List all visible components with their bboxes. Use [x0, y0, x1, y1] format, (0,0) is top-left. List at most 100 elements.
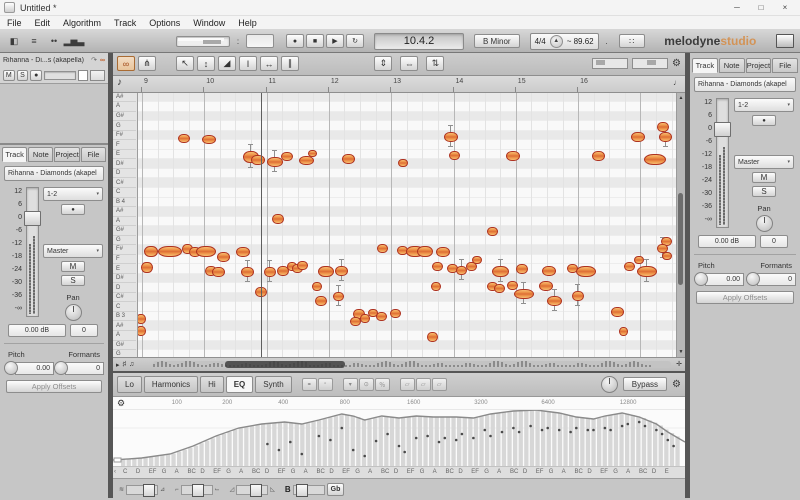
note-blob[interactable] [138, 313, 146, 324]
editor-options-gear-icon[interactable]: ⚙ [672, 58, 681, 70]
vertical-scrollbar[interactable]: ▲ ▼ [676, 92, 685, 358]
snap-settings-button[interactable]: ∷ [618, 34, 645, 48]
note-blob[interactable] [241, 266, 254, 277]
bar-ruler[interactable]: ♪ ♩ 9 10 11 12 13 14 15 16 [113, 75, 685, 93]
eq-tab-lo[interactable]: Lo [117, 375, 142, 393]
minimize-button[interactable]: ─ [734, 3, 740, 12]
menu-item-help[interactable]: Help [238, 17, 257, 28]
panel-toggle-icon[interactable] [776, 34, 794, 48]
note-blob[interactable] [631, 131, 645, 142]
note-blob[interactable] [444, 131, 458, 142]
pan-knob[interactable] [64, 304, 82, 321]
note-blob[interactable] [576, 265, 596, 277]
note-blob[interactable] [514, 288, 534, 299]
eq-tab-hi[interactable]: Hi [200, 375, 224, 393]
mini-checkbox[interactable] [77, 69, 88, 81]
eq-spectrum-svg[interactable] [112, 409, 686, 466]
note-blob[interactable] [572, 290, 584, 301]
volume-value[interactable]: 0.00 dB [8, 324, 66, 337]
fader-thumb[interactable] [24, 211, 41, 226]
solo-button[interactable]: S [61, 275, 85, 286]
vertical-scroll-thumb[interactable] [678, 192, 683, 285]
scroll-left-icon[interactable]: ‹ [114, 468, 116, 475]
mixer-icon[interactable]: ▂▅▃ [63, 35, 85, 46]
record-arm-button[interactable]: ● [61, 204, 85, 215]
note-blob[interactable] [272, 213, 284, 224]
metronome-icon[interactable]: ▲ [549, 34, 563, 48]
quantize-time-macro-button[interactable]: ⇔ [400, 56, 419, 72]
note-blob[interactable] [494, 283, 505, 293]
pitch-drift-tool-button[interactable]: ◢ [218, 56, 236, 72]
volume-fader[interactable] [714, 96, 731, 228]
bypass-button[interactable]: Bypass [622, 377, 668, 392]
pan-value[interactable]: 0 [70, 324, 98, 337]
separate-notes-macro-button[interactable]: ⇅ [426, 56, 445, 72]
monitor-mode-box[interactable] [246, 34, 274, 48]
note-editor-icon[interactable]: •• [50, 36, 58, 46]
clef-icon[interactable]: ♪ [117, 76, 122, 88]
output-select[interactable]: Master ▾ [734, 155, 794, 169]
note-blob[interactable] [456, 265, 467, 275]
note-blob[interactable] [449, 150, 460, 160]
note-blob[interactable] [281, 151, 293, 161]
apply-offsets-button[interactable]: Apply Offsets [6, 380, 102, 393]
eq-tab-eq[interactable]: EQ [225, 375, 254, 393]
eq-tool-button[interactable]: ▱ [431, 377, 447, 391]
mini-record-button[interactable]: ● [30, 69, 43, 81]
note-blob[interactable] [487, 226, 498, 236]
play-button[interactable]: ▶ [326, 34, 344, 48]
note-blob[interactable] [202, 134, 216, 144]
eq-tool-button[interactable]: ⊙ [358, 377, 374, 391]
arrow-tool-button[interactable]: ↖ [176, 56, 194, 72]
tempo-value[interactable]: ~ 89.62 [566, 36, 594, 46]
tab-track[interactable]: Track [692, 58, 718, 73]
note-blob[interactable] [267, 156, 283, 167]
note-blob[interactable] [542, 265, 556, 276]
maximize-button[interactable]: □ [758, 3, 764, 12]
scroll-down-icon[interactable]: ▼ [678, 349, 684, 356]
note-blob[interactable] [196, 245, 216, 257]
tab-project[interactable]: Project [54, 147, 80, 162]
eq-tool-button[interactable]: ▫ [317, 377, 333, 391]
tab-note[interactable]: Note [718, 58, 745, 73]
solo-button[interactable]: S [752, 186, 776, 197]
overview-notes-icon[interactable]: ♫ [129, 360, 135, 368]
eq-key-group[interactable]: B Gb [285, 483, 345, 497]
note-blob[interactable] [492, 265, 509, 277]
mini-mute-button[interactable]: M [3, 69, 15, 81]
note-blob[interactable] [472, 255, 482, 264]
track-selector[interactable]: Rihanna - Diamonds (akapel [4, 166, 104, 181]
note-blob[interactable] [637, 265, 657, 277]
eq-options-gear-icon[interactable]: ⚙ [117, 397, 126, 408]
menu-item-window[interactable]: Window [193, 17, 226, 28]
horizontal-zoom-slider[interactable] [592, 58, 629, 70]
note-blob[interactable] [662, 251, 672, 260]
note-blob[interactable] [436, 246, 450, 257]
scroll-up-icon[interactable]: ▲ [678, 94, 684, 101]
record-arm-button[interactable]: ● [752, 115, 776, 126]
eq-tilt-slider[interactable]: ◿ ◺ [230, 483, 275, 497]
note-blob[interactable] [251, 154, 265, 165]
eq-key-button[interactable]: Gb [326, 483, 345, 497]
eq-tool-button[interactable]: ▾ [342, 377, 358, 391]
menu-item-algorithm[interactable]: Algorithm [63, 17, 102, 28]
note-blob[interactable] [277, 265, 289, 276]
mini-value-box[interactable] [89, 69, 105, 81]
menu-item-edit[interactable]: Edit [34, 17, 51, 28]
volume-value[interactable]: 0.00 dB [698, 235, 756, 248]
monitor-volume-slider[interactable] [176, 35, 230, 47]
note-blob[interactable] [342, 153, 355, 164]
volume-fader[interactable] [24, 185, 41, 317]
overview-arrow-icon[interactable]: ▸ [116, 361, 120, 369]
note-blob[interactable] [144, 245, 158, 257]
note-grid[interactable] [138, 92, 676, 358]
track-selector[interactable]: Rihanna - Diamonds (akapel [694, 77, 796, 92]
timing-tool-button[interactable]: I [239, 56, 257, 72]
eq-gear-icon[interactable]: ⚙ [672, 378, 681, 390]
eq-tool-button[interactable]: ▱ [399, 377, 415, 391]
overview-edit-icon[interactable]: ♯ [122, 360, 127, 368]
mini-track-name[interactable]: Rihanna - Di...s (akapella) [3, 56, 84, 64]
note-assignment-tool-button[interactable]: ⋔ [138, 56, 156, 72]
eq-tool-button[interactable]: ％ [374, 377, 390, 391]
note-blob[interactable] [299, 155, 314, 165]
